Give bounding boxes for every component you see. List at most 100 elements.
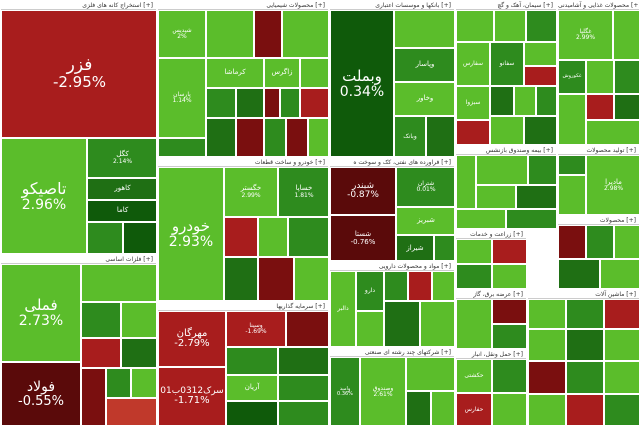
tile-small[interactable] (492, 393, 526, 425)
tile-small[interactable] (81, 338, 121, 368)
tile-hkeshti[interactable]: حکشتی (456, 359, 492, 393)
tile-small[interactable] (254, 10, 282, 58)
tile-hafar[interactable]: حفارس (456, 393, 492, 425)
sector-misc-b[interactable]: ماشین آلات [+] (527, 289, 640, 426)
tile-small[interactable] (526, 10, 556, 42)
tile-small[interactable] (614, 225, 639, 259)
tile-small[interactable] (456, 264, 492, 288)
tile-small[interactable] (432, 271, 454, 301)
sector-header[interactable]: خودرو و ساخت قطعات [+] (158, 158, 328, 167)
tile-small[interactable] (224, 217, 258, 257)
tile-small[interactable] (558, 94, 586, 144)
sector-misc-a[interactable]: محصولات [+] (557, 215, 640, 289)
tile-small[interactable] (490, 116, 524, 144)
tile-vakhaavar[interactable]: وخاور (394, 82, 454, 116)
sector-metal-extraction[interactable]: استخراج کانه های فلزی [+] فزر -2.95% تاص… (0, 0, 157, 254)
tile-small[interactable] (456, 209, 506, 228)
tile-vsarv[interactable]: وصندوق 2.61% (360, 357, 406, 425)
sector-conglomerates[interactable]: شرکتهای چند رشته ای صنعتی [+] وامید 0.36… (329, 347, 455, 426)
tile-small[interactable] (206, 118, 236, 156)
sector-header[interactable]: فلزات اساسی [+] (1, 255, 156, 264)
sector-header[interactable]: تولید محصولات [+] (558, 146, 639, 155)
tile-small[interactable] (476, 185, 516, 209)
tile-small[interactable] (286, 118, 308, 156)
tile-small[interactable] (566, 329, 604, 361)
tile-small[interactable] (300, 88, 328, 118)
tile-small[interactable] (286, 311, 328, 347)
tile-small[interactable] (604, 394, 639, 425)
tile-fazar[interactable]: فزر -2.95% (1, 10, 156, 138)
tile-small[interactable] (434, 235, 454, 260)
tile-small[interactable] (81, 302, 121, 338)
tile-small[interactable] (456, 120, 490, 144)
tile-small[interactable] (226, 401, 278, 425)
tile-small[interactable] (528, 299, 566, 329)
tile-small[interactable] (280, 88, 300, 118)
tile-pars[interactable]: پارسان 1.14% (158, 58, 206, 138)
tile-small[interactable] (264, 88, 280, 118)
tile-small[interactable] (528, 361, 566, 394)
tile-small[interactable] (506, 209, 556, 228)
tile-small[interactable] (528, 329, 566, 361)
tile-shabriz[interactable]: شبریز (396, 207, 454, 235)
tile-sfars[interactable]: سفارس (456, 42, 490, 86)
tile-vepasar[interactable]: وپاسار (394, 48, 454, 82)
tile-small[interactable] (456, 10, 494, 42)
tile-small[interactable] (206, 88, 236, 118)
tile-shasta[interactable]: شستا -0.76% (330, 215, 396, 260)
tile-small[interactable] (524, 116, 556, 144)
tile-small[interactable] (394, 10, 454, 48)
tile-kgol[interactable]: کگل 2.14% (87, 138, 156, 178)
tile-small[interactable] (476, 155, 528, 185)
tile-small[interactable] (236, 88, 264, 118)
sector-cement[interactable]: سیمان، آهک و گچ [+] سفارس سفانو سبزوا (455, 0, 557, 145)
tile-shabendar[interactable]: شبندر -0.87% (330, 167, 396, 215)
tile-small[interactable] (613, 10, 639, 60)
tile-small[interactable] (121, 302, 156, 338)
tile-small[interactable] (492, 359, 526, 393)
tile-kahor[interactable]: کاهور (87, 178, 156, 200)
sector-header[interactable]: شرکتهای چند رشته ای صنعتی [+] (330, 348, 454, 357)
tile-vebmelat[interactable]: وبملت 0.34% (330, 10, 394, 156)
tile-tapiko[interactable]: تاصیکو 2.96% (1, 138, 87, 253)
tile-kermasha[interactable]: کرماشا (206, 58, 264, 88)
tile-small[interactable] (131, 368, 156, 398)
tile-small[interactable] (456, 155, 476, 209)
tile-small[interactable] (300, 58, 328, 88)
tile-ghashat[interactable]: غکوروش (558, 60, 586, 94)
tile-small[interactable] (278, 401, 328, 425)
sector-insurance[interactable]: بیمه وصندوق بازنشس [+] (455, 145, 557, 229)
tile-small[interactable] (492, 264, 526, 288)
tile-small[interactable] (558, 259, 600, 288)
sector-header[interactable]: زراعت و خدمات [+] (456, 230, 526, 239)
tile-small[interactable] (356, 311, 384, 346)
tile-sfanu[interactable]: سفانو (490, 42, 524, 86)
tile-small[interactable] (586, 60, 614, 94)
sector-agriculture[interactable]: زراعت و خدمات [+] (455, 229, 527, 289)
tile-small[interactable] (586, 120, 639, 144)
tile-small[interactable] (558, 225, 586, 259)
tile-small[interactable] (406, 357, 454, 391)
tile-small[interactable] (121, 338, 156, 368)
tile-small[interactable] (490, 86, 514, 116)
sector-banks[interactable]: بانکها و موسسات اعتباری [+] وبملت 0.34% … (329, 0, 455, 157)
tile-small[interactable] (558, 155, 586, 175)
sector-base-metals[interactable]: فلزات اساسی [+] فملی 2.73% فولاد -0.55% (0, 254, 157, 426)
sector-header[interactable]: سرمایه گذاریها [+] (158, 302, 328, 311)
tile-small[interactable] (123, 222, 156, 253)
tile-khodro[interactable]: خودرو 2.93% (158, 167, 224, 300)
tile-small[interactable] (528, 394, 566, 425)
tile-small[interactable] (514, 86, 536, 116)
tile-small[interactable] (226, 347, 278, 375)
tile-small[interactable] (258, 257, 294, 300)
tile-small[interactable] (558, 175, 586, 214)
tile-small[interactable] (264, 118, 286, 156)
tile-small[interactable] (278, 375, 328, 401)
tile-small[interactable] (492, 324, 526, 348)
tile-small[interactable] (516, 185, 556, 209)
tile-small[interactable] (566, 394, 604, 425)
sector-chemicals[interactable]: محصولات شیمیایی [+] شپدیس 2% پارسان 1.14… (157, 0, 329, 157)
tile-small[interactable] (528, 155, 556, 185)
tile-small[interactable] (81, 264, 156, 302)
sector-production[interactable]: تولید محصولات [+] مادیرا 2.98% (557, 145, 640, 215)
